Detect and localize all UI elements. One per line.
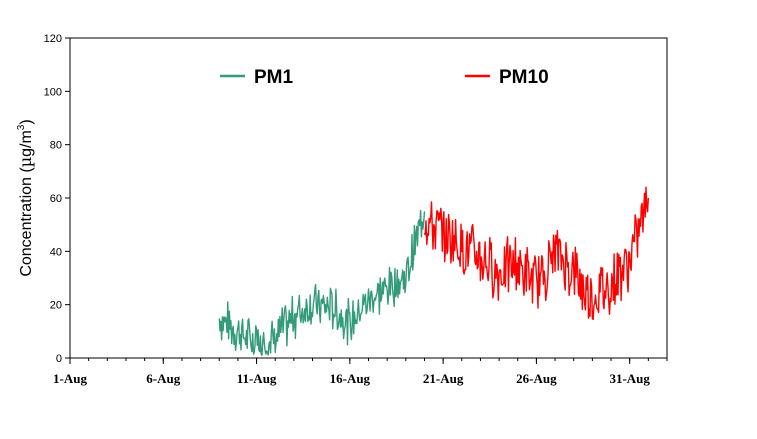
legend-label-pm10: PM10 <box>499 67 549 88</box>
legend-label-pm1: PM1 <box>254 67 294 88</box>
legend: PM1 PM10 <box>220 67 549 88</box>
x-tick-label: 26-Aug <box>516 371 557 386</box>
x-axis-ticks: 1-Aug 6-Aug 11-Aug 16-Aug 21-Aug 26-Aug 31-Aug <box>53 358 668 386</box>
x-tick-label: 21-Aug <box>423 371 464 386</box>
y-tick-label: 120 <box>44 33 62 45</box>
x-tick-label: 11-Aug <box>237 371 277 386</box>
series-line-pm1 <box>218 209 426 356</box>
ylabel-sup: 3 <box>16 124 27 130</box>
plot-area <box>69 37 668 359</box>
ylabel-unit: g/m <box>18 130 35 157</box>
x-tick-label: 6-Aug <box>146 371 180 386</box>
y-tick-label: 60 <box>50 193 62 205</box>
ylabel-mu: µ <box>16 157 35 167</box>
y-axis-ticks: 0 20 40 60 80 100 120 <box>44 33 70 365</box>
y-axis-label: Concentration (µg/m3) <box>16 119 35 276</box>
x-tick-label: 1-Aug <box>53 371 87 386</box>
y-tick-label: 0 <box>56 353 62 365</box>
y-tick-label: 40 <box>50 246 62 258</box>
y-tick-label: 100 <box>44 86 62 98</box>
ylabel-main: Concentration ( <box>18 167 35 277</box>
x-tick-label: 31-Aug <box>609 371 650 386</box>
y-tick-label: 20 <box>50 300 62 312</box>
series-lines <box>218 186 649 356</box>
x-tick-label: 16-Aug <box>330 371 371 386</box>
ylabel-close: ) <box>18 119 35 124</box>
y-tick-label: 80 <box>50 140 62 152</box>
series-line-pm10 <box>423 186 649 321</box>
